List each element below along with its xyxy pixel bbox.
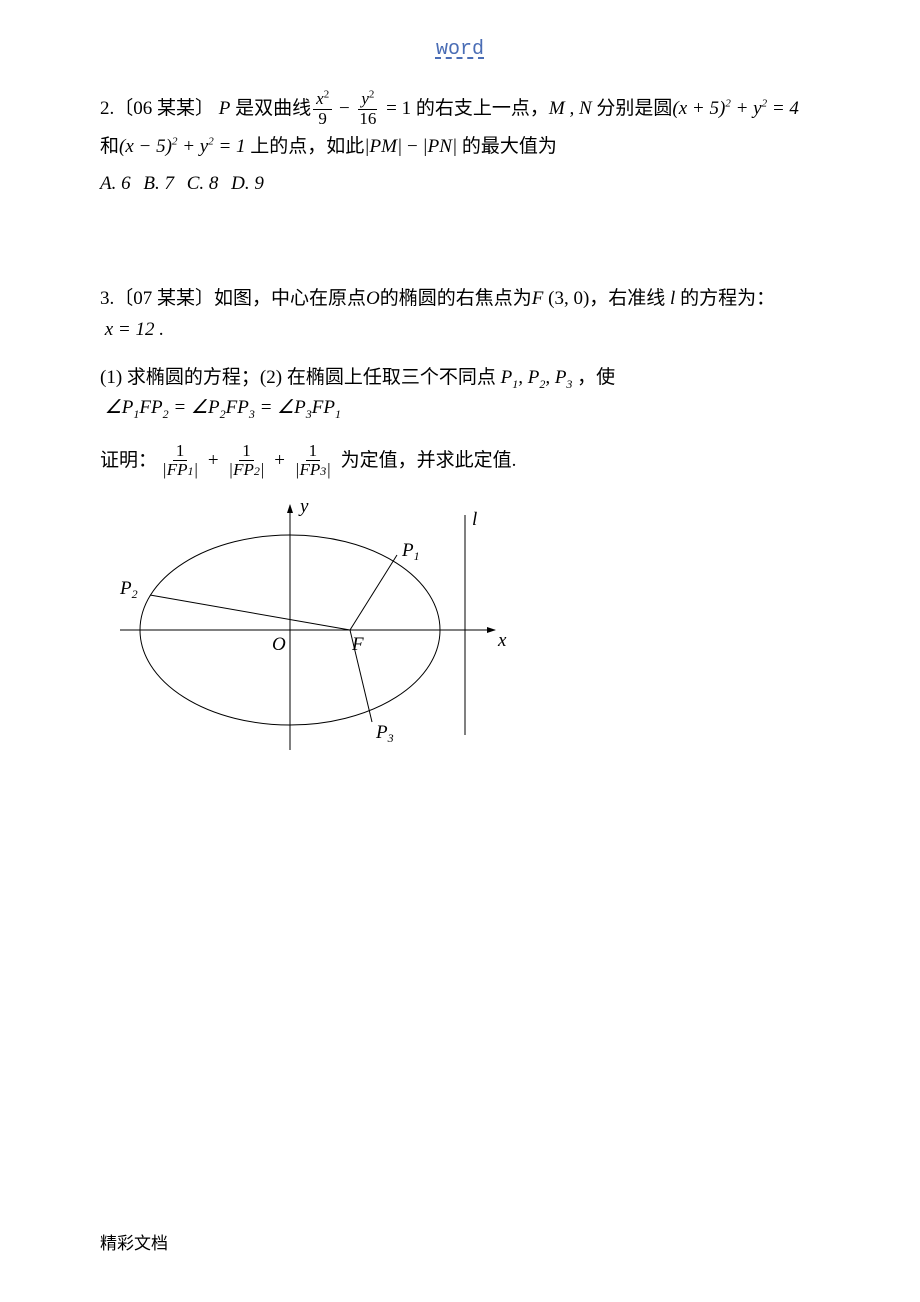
var-F: F	[532, 284, 548, 314]
F-coord: (3, 0)	[548, 284, 589, 314]
circle1: (x + 5)2 + y2 = 4	[672, 94, 799, 124]
svg-text:P2: P2	[119, 578, 138, 601]
plus1: +	[203, 446, 223, 476]
part2: (2)	[260, 363, 282, 393]
p3-t2b: 在椭圆上任取三个不同点	[282, 363, 496, 393]
svg-text:P1: P1	[401, 540, 420, 563]
svg-text:x: x	[497, 630, 507, 651]
circle2: (x − 5)2 + y2 = 1	[119, 132, 246, 162]
figure-svg: y l x O F P1 P2 P3	[100, 490, 520, 770]
p2-choices: A. 6 B. 7 C. 8 D. 9	[100, 169, 820, 199]
den-9: 9	[315, 110, 330, 129]
frac-x2-9: x2 9	[313, 90, 332, 128]
part1: (1)	[100, 363, 122, 393]
page-content: 2.〔06 某某〕 P 是双曲线 x2 9 − y2 16 = 1 的右支上一点…	[100, 90, 820, 800]
p2-t1c: 分别是圆	[596, 94, 672, 124]
svg-text:l: l	[472, 509, 477, 530]
p3-t1c: 的方程为：	[680, 284, 775, 314]
var-MN: M , N	[549, 94, 597, 124]
num-x: x	[316, 89, 324, 108]
p2-t2c: 的最大值为	[457, 132, 557, 162]
minus2: −	[402, 132, 422, 162]
directrix-eq: x = 12 .	[100, 315, 164, 345]
p3-t1b: ，右准线	[589, 284, 665, 314]
p2-t2a: 和	[100, 132, 119, 162]
figure-labels: y l x O F P1 P2 P3	[119, 496, 507, 745]
svg-text:P3: P3	[375, 722, 394, 745]
p3-t1a: 的椭圆的右焦点为	[380, 284, 532, 314]
frac-1-FP1: 1 FP1	[159, 442, 201, 480]
num-y: y	[361, 89, 369, 108]
ellipse-figure: y l x O F P1 P2 P3	[100, 490, 520, 770]
p3-t2c: ，使	[577, 363, 615, 393]
problem-3: 3.〔07 某某〕如图，中心在原点 O 的椭圆的右焦点为 F (3, 0) ，右…	[100, 284, 820, 770]
den-16: 16	[356, 110, 379, 129]
abs-PN: PN	[422, 132, 457, 162]
svg-text:O: O	[272, 634, 286, 655]
abs-PM: PM	[364, 132, 402, 162]
p2-t2b: 上的点，如此	[246, 132, 365, 162]
choice-C: C. 8	[187, 173, 219, 194]
var-l: l	[665, 284, 680, 314]
svg-text:F: F	[351, 634, 364, 655]
footer-text: 精彩文档	[100, 1229, 168, 1254]
p2-t1a: 是双曲线	[235, 94, 311, 124]
plus2: +	[270, 446, 290, 476]
p3-t2a: 求椭圆的方程；	[122, 363, 260, 393]
var-P: P	[214, 94, 235, 124]
proof-label: 证明：	[100, 446, 157, 476]
svg-text:y: y	[298, 496, 309, 517]
frac-1-FP2: 1 FP2	[225, 442, 267, 480]
line-FP1	[350, 555, 397, 630]
choice-A: A. 6	[100, 173, 131, 194]
p3-prefix: 3.〔07 某某〕如图，中心在原点	[100, 284, 366, 314]
angles: ∠P1FP2 = ∠P2FP3 = ∠P3FP1	[100, 393, 341, 423]
frac-1-FP3: 1 FP3	[292, 442, 334, 480]
header-link[interactable]: word	[0, 38, 920, 61]
var-O: O	[366, 284, 380, 314]
minus: −	[334, 94, 354, 124]
p3-t3a: 为定值，并求此定值.	[336, 446, 517, 476]
choice-D: D. 9	[231, 173, 264, 194]
frac-y2-16: y2 16	[356, 90, 379, 128]
problem-2: 2.〔06 某某〕 P 是双曲线 x2 9 − y2 16 = 1 的右支上一点…	[100, 90, 820, 199]
p2-t1b: = 1 的右支上一点，	[381, 94, 548, 124]
line-FP2	[150, 595, 350, 630]
choice-B: B. 7	[143, 173, 174, 194]
pts: P1, P2, P3	[496, 363, 577, 393]
p2-prefix: 2.〔06 某某〕	[100, 94, 214, 124]
